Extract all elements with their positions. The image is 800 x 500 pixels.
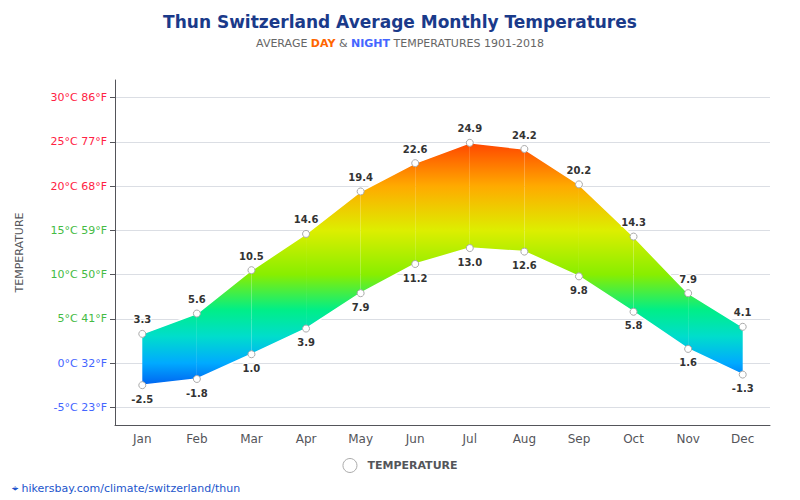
svg-text:-2.5: -2.5 [131,394,153,405]
svg-text:24.9: 24.9 [457,123,482,134]
svg-text:Feb: Feb [186,432,207,446]
svg-text:Mar: Mar [240,432,263,446]
svg-text:TEMPERATURE: TEMPERATURE [367,459,457,472]
svg-text:TEMPERATURES 1901-2018: TEMPERATURES 1901-2018 [390,37,544,50]
svg-text:24.2: 24.2 [512,130,537,141]
svg-text:-1.3: -1.3 [732,383,754,394]
svg-text:DAY: DAY [311,37,337,50]
svg-text:Thun Switzerland Average Month: Thun Switzerland Average Monthly Tempera… [163,12,637,32]
svg-text:25°C 77°F: 25°C 77°F [51,135,108,148]
svg-text:May: May [348,432,373,446]
svg-text:20.2: 20.2 [567,165,592,176]
svg-text:20°C 68°F: 20°C 68°F [51,180,108,193]
svg-text:10°C 50°F: 10°C 50°F [51,268,108,281]
svg-text:11.2: 11.2 [403,273,428,284]
svg-text:&: & [335,37,351,50]
svg-text:Aug: Aug [513,432,536,446]
svg-text:1.0: 1.0 [243,363,261,374]
svg-text:Jul: Jul [462,432,477,446]
svg-text:12.6: 12.6 [512,260,537,271]
svg-text:Jun: Jun [405,432,425,446]
svg-text:-5°C 23°F: -5°C 23°F [54,401,107,414]
svg-text:13.0: 13.0 [457,257,482,268]
svg-text:Sep: Sep [568,432,591,446]
svg-text:5°C 41°F: 5°C 41°F [58,312,108,325]
svg-text:14.6: 14.6 [294,214,319,225]
svg-text:10.5: 10.5 [239,251,264,262]
svg-text:-1.8: -1.8 [186,388,208,399]
svg-text:Oct: Oct [623,432,644,446]
svg-text:Apr: Apr [296,432,317,446]
svg-text:7.9: 7.9 [352,302,370,313]
svg-text:⌖ hikersbay.com/climate/switze: ⌖ hikersbay.com/climate/switzerland/thun [12,482,240,495]
svg-text:3.3: 3.3 [133,314,151,325]
svg-text:AVERAGE: AVERAGE [256,37,311,50]
svg-text:3.9: 3.9 [297,337,315,348]
svg-text:22.6: 22.6 [403,144,428,155]
svg-text:5.6: 5.6 [188,294,206,305]
svg-text:5.8: 5.8 [625,320,643,331]
svg-text:NIGHT: NIGHT [351,37,391,50]
svg-text:Nov: Nov [676,432,699,446]
svg-text:Dec: Dec [731,432,754,446]
svg-text:Jan: Jan [132,432,152,446]
svg-text:1.6: 1.6 [679,357,697,368]
svg-text:19.4: 19.4 [348,172,373,183]
svg-text:15°C 59°F: 15°C 59°F [51,224,108,237]
svg-text:4.1: 4.1 [734,307,752,318]
svg-text:30°C 86°F: 30°C 86°F [51,91,108,104]
svg-text:14.3: 14.3 [621,217,646,228]
svg-text:0°C 32°F: 0°C 32°F [58,357,108,370]
svg-text:9.8: 9.8 [570,285,588,296]
svg-text:7.9: 7.9 [679,274,697,285]
svg-text:TEMPERATURE: TEMPERATURE [13,212,26,293]
